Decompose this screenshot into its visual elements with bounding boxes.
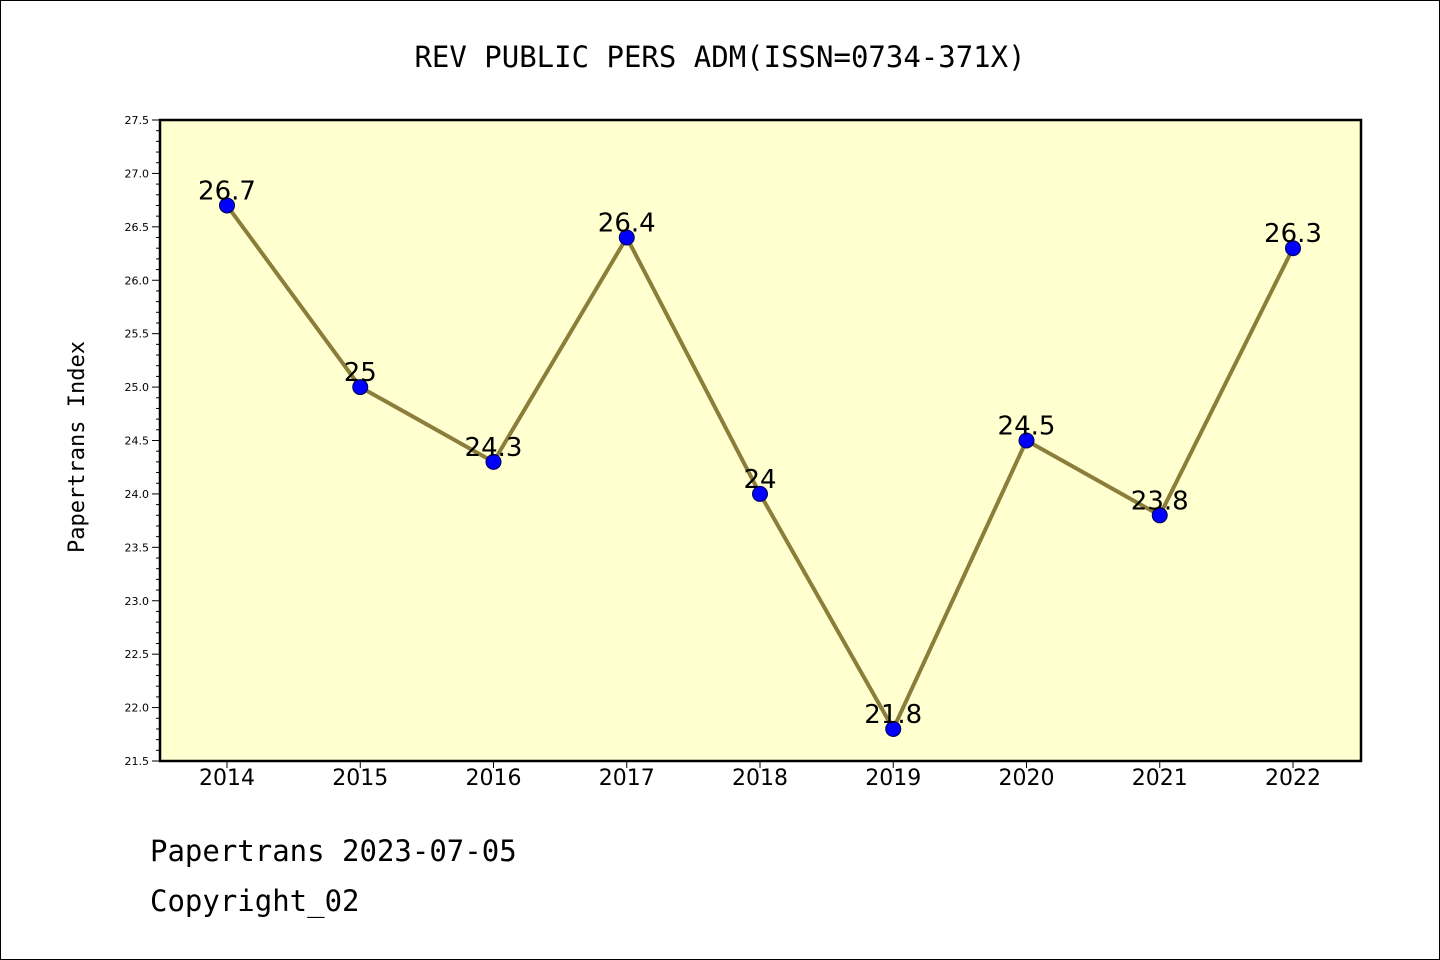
x-tick-label: 2017	[599, 766, 655, 791]
x-tick-label: 2018	[732, 766, 788, 791]
data-label: 26.7	[198, 176, 256, 206]
y-tick-label: 26.5	[125, 221, 150, 234]
y-tick-label: 21.5	[125, 755, 150, 768]
data-label: 23.8	[1131, 486, 1189, 516]
data-point	[885, 720, 902, 737]
data-point	[219, 197, 235, 214]
y-tick-label: 23.5	[125, 541, 150, 554]
data-point	[485, 453, 502, 470]
data-label: 26.3	[1264, 219, 1322, 249]
footer-date: Papertrans 2023-07-05	[150, 834, 517, 868]
data-label: 24	[743, 465, 776, 495]
x-tick-label: 2014	[199, 766, 255, 791]
data-point	[618, 229, 635, 246]
data-point	[1151, 507, 1168, 524]
y-tick-label: 23.0	[125, 595, 150, 608]
y-tick-label: 27.0	[125, 167, 150, 180]
x-tick-label: 2019	[865, 766, 921, 791]
data-label: 24.5	[998, 412, 1056, 442]
y-tick-label: 22.5	[125, 648, 150, 661]
data-points	[219, 197, 1301, 737]
data-point	[352, 379, 369, 396]
chart-title: REV PUBLIC PERS ADM(ISSN=0734-371X)	[414, 40, 1025, 74]
data-label: 24.3	[465, 433, 523, 463]
y-tick-label: 24.5	[125, 435, 150, 448]
x-axis: 2014 2015 2016 2017 2018 2019 2020 2021 2022	[199, 761, 1321, 791]
y-tick-label: 25.0	[125, 381, 150, 394]
x-tick-label: 2020	[999, 766, 1055, 791]
x-tick-label: 2016	[466, 766, 522, 791]
y-tick-label: 22.0	[125, 702, 150, 715]
y-axis-label: Papertrans Index	[65, 341, 90, 553]
y-tick-label: 26.0	[125, 274, 150, 287]
data-point	[1285, 240, 1301, 257]
data-point	[1018, 432, 1035, 449]
data-point	[752, 485, 768, 502]
plot-area	[158, 118, 1363, 763]
y-tick-label: 27.5	[125, 114, 150, 127]
data-label: 21.8	[864, 700, 922, 730]
y-tick-label: 24.0	[125, 488, 150, 501]
footer-copyright: Copyright_02	[150, 884, 360, 918]
x-tick-label: 2015	[332, 766, 388, 791]
data-labels: 26.7 25 24.3 26.4 24 21.8 24.5 23.8 26.3	[198, 176, 1322, 729]
x-tick-label: 2021	[1132, 766, 1188, 791]
y-tick-label: 25.5	[125, 328, 150, 341]
data-label: 25	[344, 358, 377, 388]
y-axis: 21.5 22.0 22.5 23.0 23.5 24.0 24.5 25.0 25.5 26.0…	[125, 114, 160, 768]
data-label: 26.4	[598, 209, 656, 239]
x-tick-label: 2022	[1265, 766, 1321, 791]
